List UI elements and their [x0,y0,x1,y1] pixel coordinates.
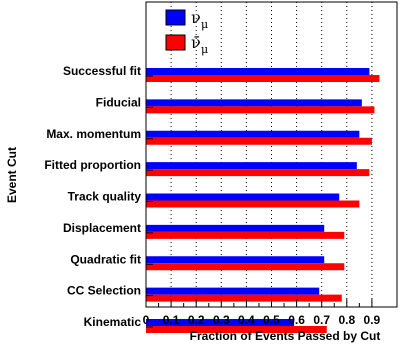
x-tick-label-7: 0.7 [313,313,330,327]
bars [146,68,380,333]
x-tick-label-1: 0.1 [163,313,180,327]
category-label-0: Successful fit [63,64,141,78]
x-tick-label-0: 0 [143,313,150,327]
x-tick-label-5: 0.5 [263,313,280,327]
bar-numu-7 [146,287,320,295]
bar-numu-2 [146,130,360,138]
bar-numubar-6 [146,263,345,271]
category-label-8: Kinematic [84,315,142,329]
x-ticks: 0 0.1 0.2 0.3 0.4 0.5 0.6 0.7 0.8 0.9 [143,299,381,327]
category-label-7: CC Selection [67,284,141,298]
bar-numubar-5 [146,231,345,239]
bar-numu-3 [146,162,357,170]
bar-numu-8 [146,319,295,326]
category-label-5: Displacement [63,221,141,235]
legend-subscript-1: μ [201,43,208,56]
x-tick-label-3: 0.3 [213,313,230,327]
legend-swatch-1 [165,34,186,51]
category-label-2: Max. momentum [46,127,141,141]
x-tick-label-6: 0.6 [288,313,305,327]
bar-numubar-7 [146,294,342,302]
y-axis-title: Event Cut [5,147,19,203]
bar-numubar-0 [146,75,380,82]
bar-numu-6 [146,256,325,264]
legend: ν μν̄ μ [165,8,208,56]
bar-numubar-1 [146,106,375,114]
x-tick-label-4: 0.4 [238,313,255,327]
bar-numu-4 [146,193,340,201]
legend-label-1: ν̄ [191,33,201,52]
legend-subscript-0: μ [201,18,208,31]
grid-lines [170,2,373,307]
x-tick-label-8: 0.8 [338,313,355,327]
x-axis-title: Fraction of Events Passed by Cut [190,329,381,343]
category-label-1: Fiducial [96,95,141,109]
bar-numubar-2 [146,137,372,145]
bar-numu-0 [146,68,370,75]
bar-numubar-4 [146,200,360,208]
category-label-3: Fitted proportion [44,158,141,172]
bar-numubar-3 [146,169,370,177]
legend-label-0: ν [191,8,201,27]
x-tick-label-9: 0.9 [364,313,381,327]
bar-numubar-8 [146,326,327,333]
y-tick-marks [146,75,153,328]
category-label-4: Track quality [68,190,142,204]
bar-numu-1 [146,99,362,107]
category-label-6: Quadratic fit [70,252,141,266]
x-tick-label-2: 0.2 [188,313,205,327]
bar-numu-5 [146,224,325,232]
legend-swatch-0 [165,9,186,26]
category-labels: Successful fit Fiducial Max. momentum Fitte… [44,64,141,329]
